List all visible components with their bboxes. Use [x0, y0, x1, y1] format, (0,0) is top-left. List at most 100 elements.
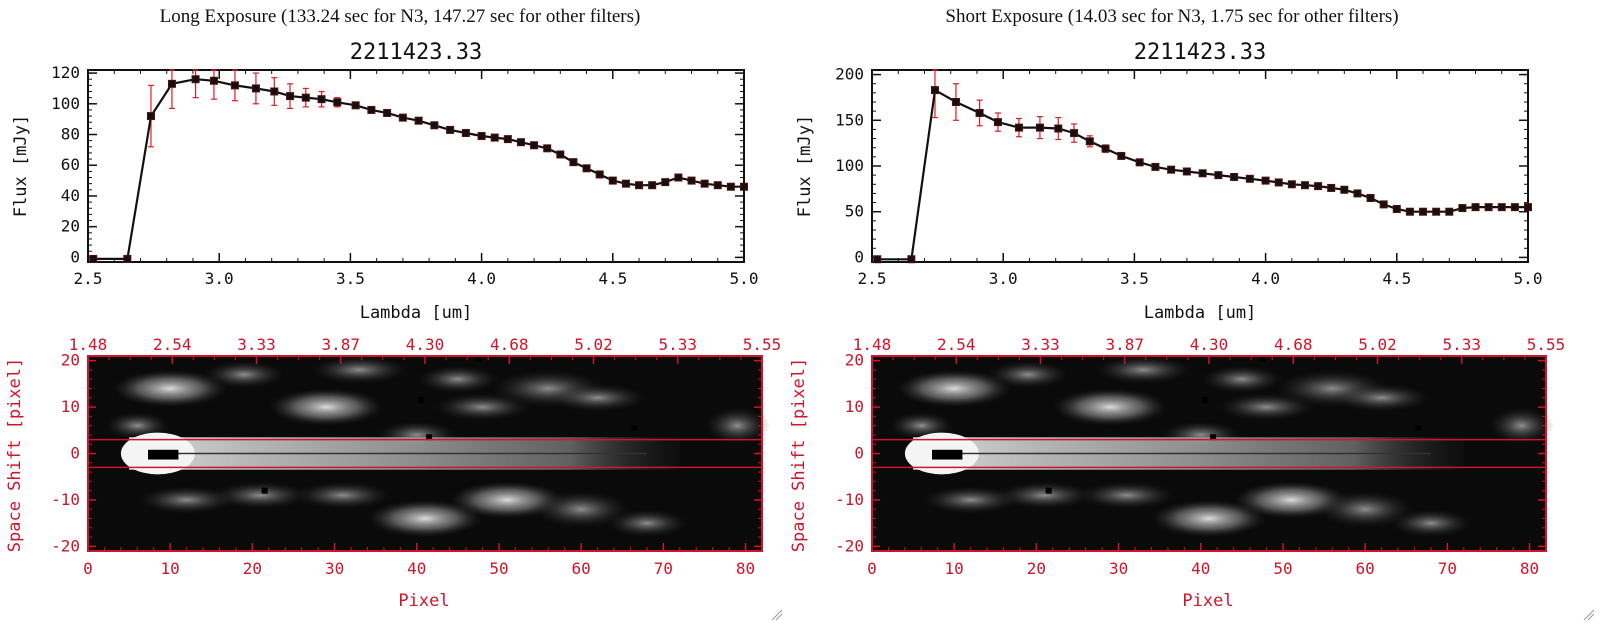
long-exposure-image-panel: Pixel Space Shift [pixel] 0 10 20 30 40 50 60 7…	[5, 335, 781, 611]
saturated-pixels	[932, 449, 963, 460]
data-point	[713, 181, 722, 190]
data-point	[89, 254, 98, 263]
top-tick-label: 5.02	[1358, 335, 1397, 354]
y-tick-label: -20	[51, 536, 80, 555]
x-tick-label: 30	[325, 559, 344, 578]
data-point	[503, 135, 512, 144]
x-tick-label: 4.0	[1251, 269, 1280, 288]
image-blob	[548, 383, 647, 412]
image-blob	[1332, 383, 1431, 412]
top-tick-label: 1.48	[853, 335, 892, 354]
dead-pixel	[631, 424, 638, 431]
dead-pixel	[426, 434, 433, 441]
top-tick-label: 3.87	[321, 335, 360, 354]
data-point	[595, 170, 604, 179]
x-tick-label: 2.5	[74, 269, 103, 288]
y-tick-label: 80	[61, 125, 80, 144]
resize-grip-icon[interactable]	[771, 609, 783, 621]
y-tick-label: -10	[835, 490, 864, 509]
short-exposure-spectrum-chart: 2211423.33 Lambda [um] Flux [mJy] 2.5 3.0…	[795, 40, 1542, 323]
y-tick-label: 20	[61, 217, 80, 236]
image-blob	[211, 481, 310, 510]
top-tick-label: 3.33	[1021, 335, 1060, 354]
y-tick-label: 60	[61, 155, 80, 174]
data-point	[461, 128, 470, 137]
x-axis-label: Lambda [um]	[1144, 303, 1257, 323]
top-tick-label: 2.54	[153, 335, 192, 354]
x-tick-label: 50	[489, 559, 508, 578]
data-point	[477, 132, 486, 141]
data-point	[191, 75, 200, 84]
series-line	[93, 78, 744, 260]
y-tick-label: 10	[61, 397, 80, 416]
data-point	[398, 113, 407, 122]
y-tick-label: 100	[835, 156, 864, 175]
x-tick-label: 60	[1356, 559, 1375, 578]
data-point	[569, 158, 578, 167]
data-point	[123, 254, 132, 263]
data-point	[993, 118, 1002, 127]
data-point	[1274, 178, 1283, 187]
y-tick-label: 50	[845, 202, 864, 221]
data-point	[1524, 203, 1532, 212]
data-point	[301, 93, 310, 102]
image-blob	[137, 486, 236, 514]
x-tick-label: 4.5	[598, 269, 627, 288]
image-blob	[605, 509, 689, 538]
y-tick-label: 40	[61, 186, 80, 205]
x-tick-label: 3.0	[989, 269, 1018, 288]
y-axis-label: Flux [mJy]	[795, 115, 815, 217]
top-tick-label: 4.30	[1190, 335, 1229, 354]
data-point	[740, 182, 748, 191]
image-blob	[112, 369, 228, 408]
long-exposure-header: Long Exposure (133.24 sec for N3, 147.27…	[160, 6, 641, 27]
data-point	[1458, 204, 1467, 213]
y-tick-label: 10	[845, 397, 864, 416]
data-point	[1471, 203, 1480, 212]
data-point	[556, 150, 565, 159]
y-tick-label: 0	[854, 444, 864, 463]
top-tick-label: 3.87	[1105, 335, 1144, 354]
data-point	[286, 92, 295, 101]
x-axis-label: Pixel	[1182, 591, 1233, 611]
data-point	[490, 133, 499, 142]
data-point	[873, 255, 882, 264]
top-tick-label: 5.33	[1442, 335, 1481, 354]
data-point	[1230, 172, 1239, 181]
data-point	[1510, 203, 1519, 212]
data-point	[1198, 169, 1207, 178]
plot-frame	[871, 69, 1529, 263]
data-point	[1167, 165, 1176, 174]
image-blob	[987, 360, 1070, 389]
image-blob	[416, 365, 499, 394]
data-point	[1261, 176, 1270, 185]
data-point	[975, 108, 984, 117]
x-tick-label: 3.5	[336, 269, 365, 288]
resize-grip-icon[interactable]	[1583, 609, 1595, 621]
image-blob	[268, 388, 384, 426]
data-point	[1135, 158, 1144, 167]
top-tick-label: 4.68	[1274, 335, 1313, 354]
x-tick-label: 0	[83, 559, 93, 578]
top-tick-label: 1.48	[69, 335, 108, 354]
data-point	[367, 105, 376, 114]
data-point	[1035, 123, 1044, 132]
top-tick-label: 2.54	[937, 335, 976, 354]
x-tick-label: 5.0	[1514, 269, 1543, 288]
image-blob	[1389, 509, 1473, 538]
x-tick-label: 5.0	[730, 269, 759, 288]
data-point	[1054, 124, 1063, 133]
data-point	[1245, 174, 1254, 183]
image-blob	[704, 407, 771, 445]
y-tick-label: -20	[835, 536, 864, 555]
dead-pixel	[261, 487, 268, 494]
data-point	[1327, 183, 1336, 192]
data-point	[1151, 162, 1160, 171]
image-blob	[367, 499, 483, 538]
data-point	[930, 86, 939, 95]
x-tick-label: 20	[1027, 559, 1046, 578]
data-point	[146, 112, 155, 121]
x-tick-label: 70	[654, 559, 673, 578]
dead-pixel	[1201, 397, 1208, 404]
